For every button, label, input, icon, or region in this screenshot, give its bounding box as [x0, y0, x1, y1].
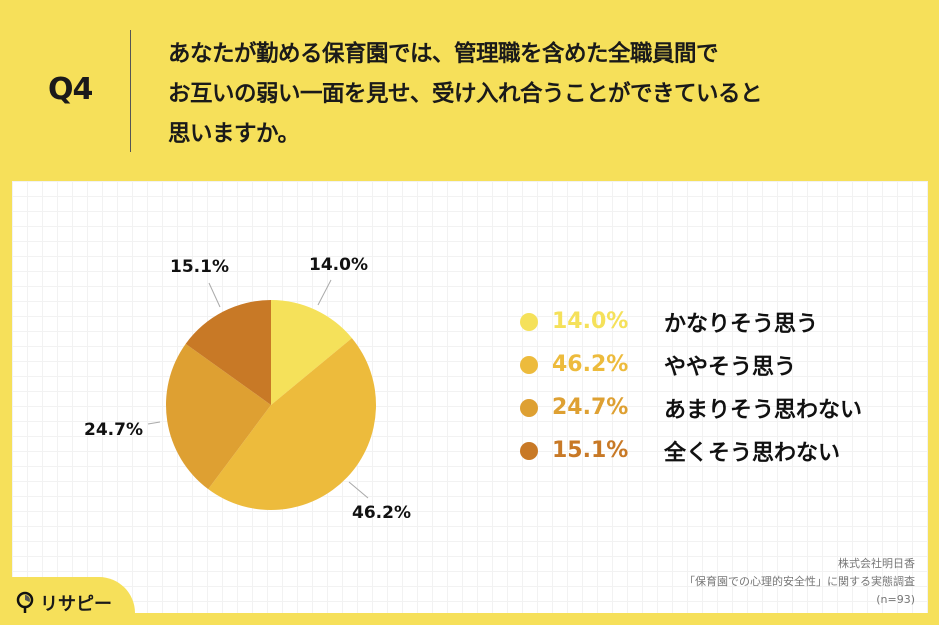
legend-dot-icon — [520, 441, 538, 460]
question-line: お互いの弱い一面を見せ、受け入れ合うことができていると — [168, 81, 763, 107]
legend-percent: 15.1% — [552, 438, 629, 463]
pie-label-strongly-disagree: 15.1% — [170, 257, 229, 277]
source-survey: 「保育園での心理的安全性」に関する実態調査 — [684, 575, 915, 588]
chart-legend: 14.0% かなりそう思う 46.2% ややそう思う 24.7% あまりそう思わ… — [520, 300, 862, 472]
legend-dot-icon — [520, 355, 538, 374]
pie-slice-strongly-disagree — [185, 300, 271, 405]
legend-percent: 46.2% — [552, 352, 629, 377]
legend-dot-icon — [520, 312, 538, 331]
logo-text: リサピー — [40, 594, 112, 615]
source-sample-size: (n=93) — [876, 593, 915, 606]
pie-slice-strongly-agree — [271, 300, 352, 405]
pie-label-strongly-agree: 14.0% — [309, 255, 368, 275]
legend-label: あまりそう思わない — [664, 397, 863, 423]
legend-percent: 14.0% — [552, 309, 629, 334]
pie-label-somewhat-agree: 46.2% — [352, 503, 411, 523]
question-number: Q4 — [48, 72, 93, 107]
legend-label: かなりそう思う — [664, 311, 819, 337]
legend-item: 46.2% ややそう思う — [520, 343, 862, 386]
question-line: あなたが勤める保育園では、管理職を含めた全職員間で — [168, 41, 719, 67]
question-line: 思いますか。 — [168, 121, 300, 147]
legend-dot-icon — [520, 398, 538, 417]
legend-item: 15.1% 全くそう思わない — [520, 429, 862, 472]
chart-card — [12, 181, 928, 613]
pie-label-somewhat-disagree: 24.7% — [84, 420, 143, 440]
source-company: 株式会社明日香 — [838, 557, 915, 570]
legend-item: 14.0% かなりそう思う — [520, 300, 862, 343]
pie-slice-somewhat-disagree — [165, 343, 271, 490]
question-header: Q4 あなたが勤める保育園では、管理職を含めた全職員間で お互いの弱い一面を見せ… — [0, 0, 939, 180]
legend-item: 24.7% あまりそう思わない — [520, 386, 862, 429]
logo-tab — [0, 577, 135, 625]
magnifier-pin-icon — [16, 591, 34, 613]
header-divider — [130, 30, 131, 152]
question-text: あなたが勤める保育園では、管理職を含めた全職員間で お互いの弱い一面を見せ、受け… — [168, 34, 763, 154]
brand-logo: リサピー — [14, 590, 112, 616]
legend-label: 全くそう思わない — [664, 440, 841, 466]
source-note: 株式会社明日香 「保育園での心理的安全性」に関する実態調査 (n=93) — [684, 555, 915, 609]
legend-label: ややそう思う — [664, 354, 797, 380]
pie-slice-somewhat-agree — [208, 338, 377, 511]
legend-percent: 24.7% — [552, 395, 629, 420]
